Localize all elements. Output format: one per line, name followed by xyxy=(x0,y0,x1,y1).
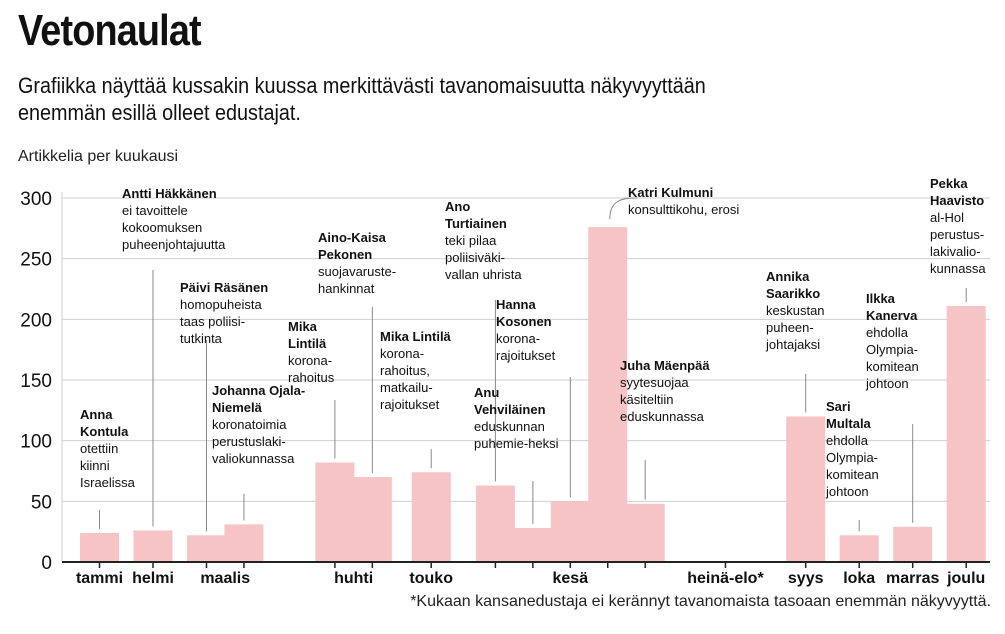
bar-annotation: Ilkka Kanerva ehdolla Olympia-komitean jo… xyxy=(866,290,941,392)
bar xyxy=(786,416,826,562)
annotation-name: Johanna Ojala-Niemelä xyxy=(212,383,306,415)
annotation-description: ei tavoittele kokoomuksen puheenjohtajuu… xyxy=(122,203,226,252)
annotation-name: Ano Turtiainen xyxy=(445,199,507,231)
y-tick-label: 200 xyxy=(20,310,52,331)
bar-annotation: Annika Saarikko keskustan puheen-johtajak… xyxy=(766,268,826,353)
bar-annotation: Hanna Kosonen korona-rajoitukset xyxy=(496,296,566,364)
bar-annotation: Johanna Ojala-Niemelä koronatoimia perust… xyxy=(212,382,312,467)
annotation-name: Anu Vehviläinen xyxy=(474,385,546,417)
annotation-description: koronatoimia perustuslaki-valiokunnassa xyxy=(212,417,295,466)
bar xyxy=(550,501,590,562)
y-tick-label: 150 xyxy=(20,371,52,392)
x-tick-label: tammi xyxy=(76,570,123,587)
annotation-description: suojavaruste-hankinnat xyxy=(318,264,397,296)
bar-annotation: Mika Lintilä korona-rahoitus xyxy=(288,318,348,386)
y-tick-label: 100 xyxy=(20,432,52,453)
chart-subtitle: Grafiikka näyttää kussakin kuussa merkit… xyxy=(18,73,706,125)
annotation-name: Juha Mäenpää xyxy=(620,358,710,373)
bar xyxy=(588,227,628,562)
bar xyxy=(946,305,986,562)
annotation-description: korona-rahoitus xyxy=(288,353,335,385)
annotation-name: Pekka Haavisto xyxy=(930,176,985,208)
bar xyxy=(475,485,515,562)
bar-annotation: Pekka Haavisto al-Hol perustus-lakivalio-… xyxy=(930,175,990,277)
bar-annotation: Mika Lintilä korona-rahoitus, matkailu-ra… xyxy=(380,328,455,413)
bar xyxy=(80,532,119,562)
annotation-description: ehdolla Olympia-komitean johtoon xyxy=(866,325,919,391)
bar xyxy=(224,524,264,562)
annotation-description: teki pilaa poliisiväki-vallan uhrista xyxy=(445,233,522,282)
x-tick-label: huhti xyxy=(334,570,373,587)
bar-annotation: Antti Häkkänen ei tavoittele kokoomuksen … xyxy=(122,185,262,253)
bar xyxy=(513,528,553,562)
bar-annotation: Katri Kulmuni konsulttikohu, erosi xyxy=(628,184,758,218)
annotation-name: Anna Kontula xyxy=(80,407,129,439)
bar-annotation: Ano Turtiainen teki pilaa poliisiväki-val… xyxy=(445,198,535,283)
y-tick-label: 300 xyxy=(20,189,52,210)
footnote: *Kukaan kansanedustaja ei kerännyt tavan… xyxy=(410,593,991,610)
x-tick-label: heinä-elo* xyxy=(687,570,764,587)
annotation-name: Mika Lintilä xyxy=(288,319,327,351)
bar xyxy=(411,472,451,562)
bar-annotation: Juha Mäenpää syytesuojaa käsiteltiin edus… xyxy=(620,357,720,425)
bar xyxy=(352,477,392,562)
bar xyxy=(315,462,355,562)
bar xyxy=(187,535,226,562)
bar-annotation: Anu Vehviläinen eduskunnan puhemie-heksi xyxy=(474,384,559,452)
annotation-description: homopuheista taas poliisi-tutkinta xyxy=(180,297,262,346)
bar xyxy=(839,535,879,562)
annotation-description: al-Hol perustus-lakivalio-kunnassa xyxy=(930,210,986,276)
annotation-description: otettiin kiinni Israelissa xyxy=(80,441,135,490)
annotation-name: Sari Multala xyxy=(826,399,871,431)
x-tick-label: loka xyxy=(843,570,875,587)
annotation-name: Ilkka Kanerva xyxy=(866,291,918,323)
annotation-description: eduskunnan puhemie-heksi xyxy=(474,419,559,451)
bar xyxy=(893,526,933,562)
annotation-description: konsulttikohu, erosi xyxy=(628,202,740,217)
leader-line xyxy=(609,197,638,220)
y-axis-label: Artikkelia per kuukausi xyxy=(18,148,179,165)
annotation-description: korona-rajoitukset xyxy=(496,331,556,363)
bar-annotation: Aino-Kaisa Pekonen suojavaruste-hankinnat xyxy=(318,229,398,297)
annotation-name: Katri Kulmuni xyxy=(628,185,714,200)
y-tick-label: 50 xyxy=(31,492,52,513)
annotation-name: Hanna Kosonen xyxy=(496,297,552,329)
x-tick-label: helmi xyxy=(132,570,174,587)
bar-annotation: Anna Kontula otettiin kiinni Israelissa xyxy=(80,406,150,491)
x-tick-label: syys xyxy=(788,570,824,587)
annotation-description: korona-rahoitus, matkailu-rajoitukset xyxy=(380,346,440,412)
x-tick-label: kesä xyxy=(553,570,589,587)
annotation-name: Antti Häkkänen xyxy=(122,186,217,201)
x-tick-label: marras xyxy=(886,570,939,587)
bar-annotation: Sari Multala ehdolla Olympia-komitean joh… xyxy=(826,398,891,500)
bar-annotation: Päivi Räsänen homopuheista taas poliisi-t… xyxy=(180,279,285,347)
x-tick-label: joulu xyxy=(946,570,985,587)
annotation-description: syytesuojaa käsiteltiin eduskunnassa xyxy=(620,375,704,424)
x-tick-label: touko xyxy=(409,570,453,587)
x-tick-label: maalis xyxy=(200,570,250,587)
annotation-name: Aino-Kaisa Pekonen xyxy=(318,230,386,262)
chart-title: Vetonaulat xyxy=(18,6,202,55)
y-tick-label: 0 xyxy=(41,553,52,574)
annotation-name: Päivi Räsänen xyxy=(180,280,269,295)
bar xyxy=(133,530,173,562)
annotation-description: keskustan puheen-johtajaksi xyxy=(766,303,825,352)
bar xyxy=(625,503,665,562)
annotation-name: Mika Lintilä xyxy=(380,329,451,344)
annotation-name: Annika Saarikko xyxy=(766,269,821,301)
annotation-description: ehdolla Olympia-komitean johtoon xyxy=(826,433,879,499)
y-tick-label: 250 xyxy=(20,250,52,271)
